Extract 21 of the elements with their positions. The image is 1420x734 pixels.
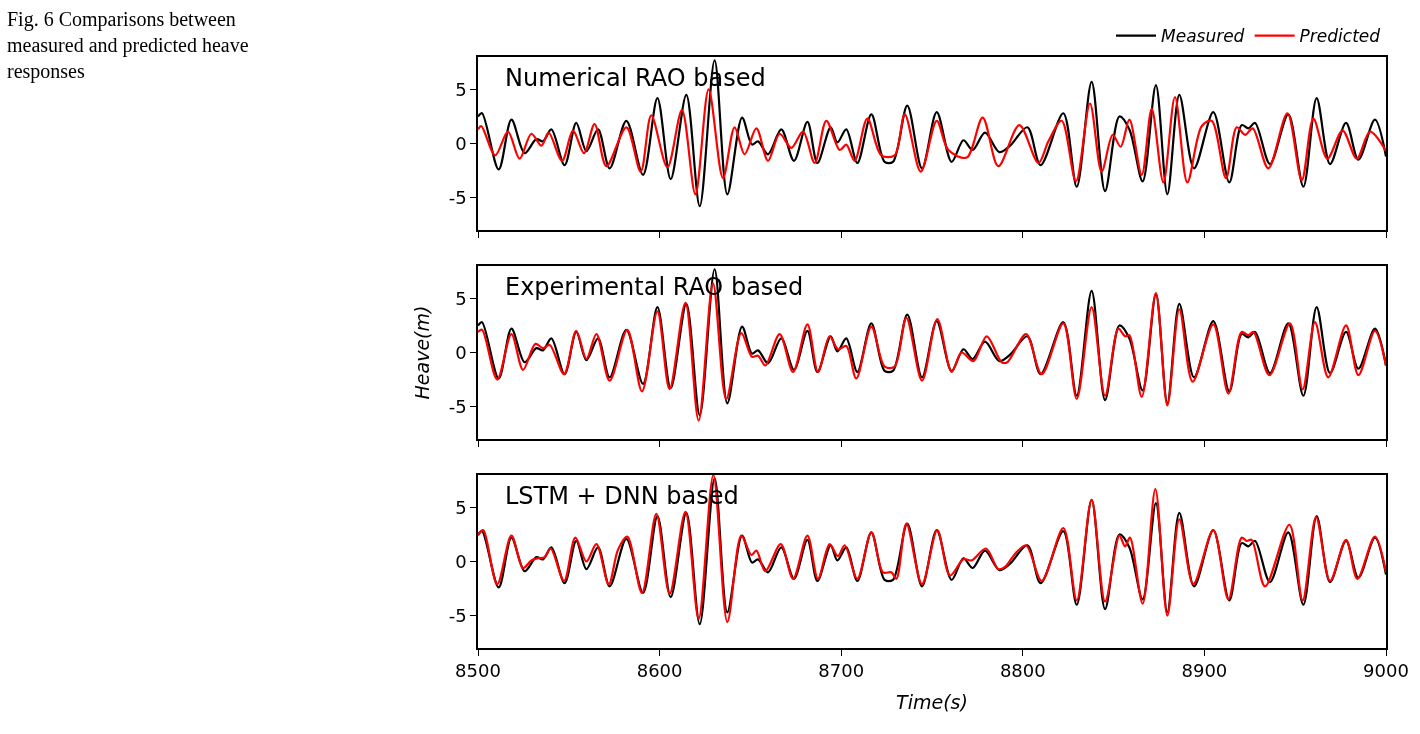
line-series: [478, 88, 1386, 196]
x-tick-label: 8500: [455, 660, 501, 682]
caption: Fig. 6 Comparisons between measured and predicted heave responses: [7, 8, 249, 83]
y-tick-label: 5: [455, 496, 467, 518]
y-axis-title: Heave(m): [411, 305, 434, 400]
legend-label: Predicted: [1299, 26, 1381, 47]
y-tick-label: -5: [448, 395, 467, 417]
x-tick-label: 9000: [1363, 660, 1409, 682]
y-tick-label: 0: [455, 132, 467, 154]
x-tick-label: 8700: [818, 660, 865, 682]
x-tick-label: 8600: [636, 660, 683, 682]
y-tick-label: 5: [455, 287, 467, 309]
x-tick-label: 8800: [999, 660, 1046, 682]
y-tick-label: 5: [455, 78, 467, 100]
x-tick-label: 8900: [1181, 660, 1228, 682]
y-tick-label: 0: [455, 550, 467, 572]
y-tick-label: -5: [448, 186, 467, 208]
y-tick-label: 0: [455, 341, 467, 363]
y-tick-label: -5: [448, 604, 467, 626]
x-axis-title: Time(s): [896, 690, 968, 713]
legend-label: Measured: [1161, 26, 1245, 47]
